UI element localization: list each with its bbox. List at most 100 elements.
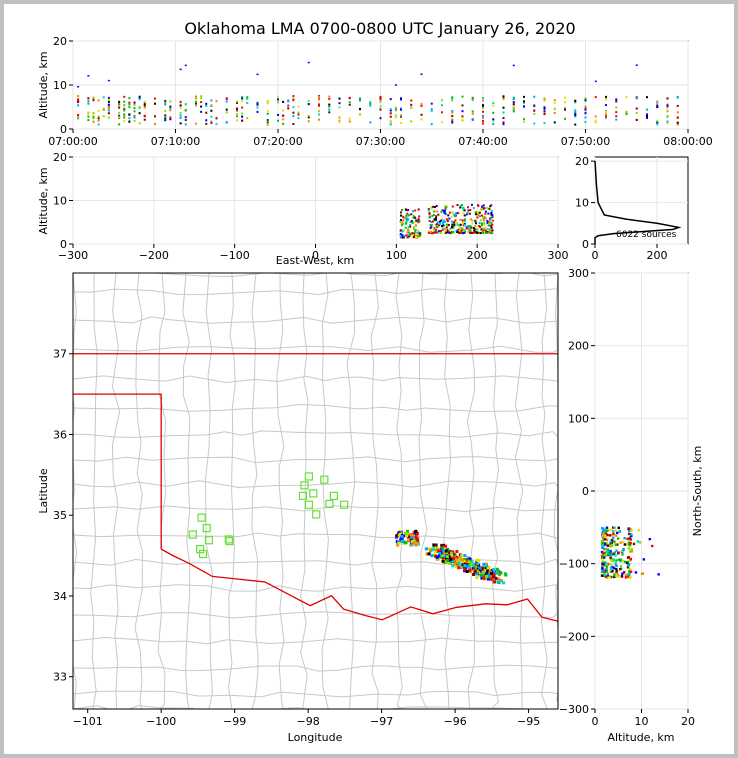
map-source-point: [504, 573, 508, 577]
time-source-point: [584, 112, 587, 115]
time-source-point: [389, 109, 392, 112]
map-source-point: [484, 564, 488, 568]
northsouth-source-point: [603, 551, 607, 555]
time-source-point: [441, 111, 443, 114]
northsouth-source-point: [611, 559, 614, 563]
time-source-point: [236, 100, 238, 103]
northsouth-source-point: [623, 543, 627, 546]
eastwest-source-point: [474, 213, 477, 216]
eastwest-source-point: [402, 236, 405, 239]
time-source-point: [441, 104, 443, 107]
eastwest-source-point: [461, 232, 464, 235]
time-source-point: [256, 73, 259, 76]
eastwest-source-point: [483, 228, 486, 231]
map-source-point: [399, 536, 403, 540]
eastwest-source-point: [487, 224, 490, 227]
time-source-point: [471, 99, 474, 102]
map-source-point: [490, 571, 494, 575]
time-source-point: [502, 106, 505, 109]
time-source-point: [656, 101, 659, 104]
map-source-point: [490, 577, 494, 581]
northsouth-source-point: [627, 547, 631, 550]
time-source-point: [523, 105, 525, 108]
time-source-point: [430, 123, 433, 126]
time-source-point: [118, 100, 121, 103]
eastwest-source-point: [430, 207, 433, 210]
eastwest-source-point: [409, 225, 412, 228]
time-source-point: [451, 97, 454, 100]
northsouth-source-point: [608, 542, 612, 545]
time-source-point: [656, 100, 659, 103]
eastwest-source-point: [447, 214, 450, 217]
eastwest-source-point: [466, 212, 469, 215]
map-source-point: [443, 551, 447, 555]
eastwest-source-point: [418, 220, 421, 223]
eastwest-source-point: [470, 203, 473, 206]
time-source-point: [512, 103, 515, 106]
northsouth-source-point: [605, 568, 608, 571]
time-source-point: [318, 113, 320, 116]
eastwest-source-point: [443, 211, 446, 214]
longitude-tick-label: −95: [517, 715, 540, 728]
time-source-point: [195, 104, 197, 107]
eastwest-source-point: [417, 233, 420, 236]
eastwest-source-point: [428, 213, 431, 216]
eastwest-source-point: [433, 219, 436, 222]
time-source-point: [389, 98, 392, 101]
time-source-point: [502, 98, 505, 101]
northsouth-source-point: [626, 537, 629, 541]
time-source-point: [169, 107, 172, 110]
eastwest-source-point: [447, 231, 450, 234]
time-source-point: [666, 116, 669, 119]
time-source-point: [605, 98, 607, 101]
eastwest-source-point: [461, 219, 464, 222]
time-source-point: [225, 111, 228, 114]
time-source-point: [348, 103, 351, 106]
time-source-point: [195, 97, 197, 100]
map-source-point: [450, 554, 454, 558]
eastwest-source-point: [468, 224, 471, 227]
eastwest-source-point: [401, 234, 404, 237]
map-source-point: [473, 569, 477, 573]
time-source-point: [179, 111, 182, 114]
eastwest-source-point: [448, 230, 451, 233]
eastwest-source-point: [402, 222, 405, 225]
map-source-point: [441, 549, 445, 553]
time-source-point: [594, 96, 597, 99]
time-source-point: [92, 114, 95, 117]
time-source-point: [195, 100, 197, 103]
latitude-tick-label: 35: [53, 509, 67, 522]
eastwest-source-point: [474, 231, 477, 234]
time-source-point: [543, 97, 546, 100]
eastwest-source-point: [488, 208, 491, 211]
time-source-point: [369, 100, 372, 103]
time-source-point: [179, 106, 182, 109]
northsouth-source-point: [629, 542, 632, 545]
time-source-point: [210, 115, 213, 118]
state-boundary: [73, 353, 558, 622]
eastwest-source-point: [430, 225, 433, 228]
eastwest-source-point: [443, 227, 446, 230]
county-line: [73, 611, 558, 619]
time-source-point: [338, 97, 341, 100]
time-source-point: [210, 99, 213, 102]
time-source-point: [482, 117, 484, 120]
time-source-point: [666, 122, 669, 125]
county-line: [276, 273, 285, 709]
eastwest-source-point: [476, 228, 479, 231]
map-source-point: [468, 557, 472, 561]
eastwest-source-point: [482, 204, 485, 207]
county-line: [73, 704, 542, 709]
northsouth-source-point: [605, 570, 609, 573]
eastwest-source-point: [408, 234, 411, 237]
time-source-point: [184, 116, 187, 119]
map-source-point: [407, 535, 411, 539]
eastwest-source-point: [446, 229, 449, 232]
northsouth-source-point: [610, 567, 613, 570]
time-source-point: [441, 99, 443, 102]
time-source-point: [482, 122, 484, 125]
time-source-point: [107, 100, 110, 103]
eastwest-source-point: [485, 231, 488, 234]
time-source-point: [77, 104, 80, 107]
eastwest-source-point: [439, 231, 442, 234]
